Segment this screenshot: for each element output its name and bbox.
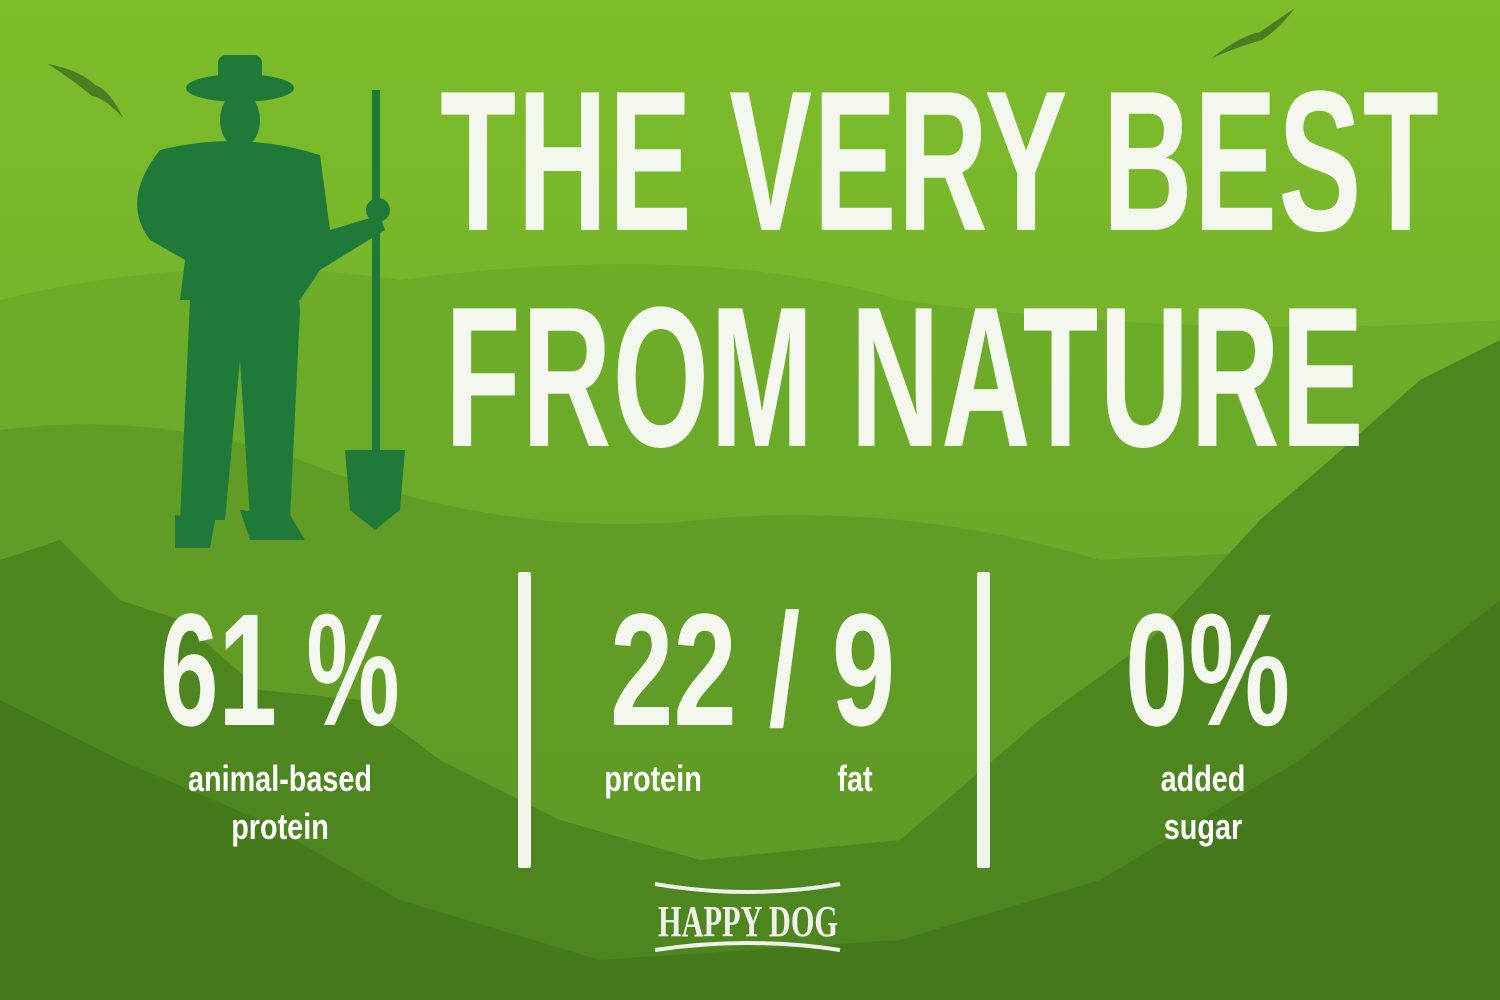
headline-line-2: FROM NATURE [445, 266, 1365, 489]
stat-protein-label: protein [604, 758, 702, 799]
stat-animal-protein-label: animal-based protein [160, 755, 400, 851]
farmer-illustration [137, 55, 405, 548]
stat-protein-fat-value: 22 / 9 [610, 580, 896, 759]
stat-animal-protein-value: 61 % [160, 580, 400, 759]
happy-dog-logo: HAPPY DOG [654, 882, 841, 952]
stat-sugar-value: 0% [1125, 580, 1291, 759]
label-line: sugar [1163, 806, 1243, 847]
label-line: added [1160, 758, 1246, 799]
stat-sugar-label: added sugar [1083, 755, 1323, 851]
stat-fat-label: fat [837, 758, 873, 799]
divider [518, 572, 531, 868]
logo-text: HAPPY DOG [658, 897, 838, 946]
label-line: protein [231, 806, 329, 847]
headline-line-1: THE VERY BEST [440, 50, 1441, 273]
divider [977, 572, 990, 868]
bird-icon [48, 8, 1295, 118]
label-line: animal-based [187, 758, 373, 799]
